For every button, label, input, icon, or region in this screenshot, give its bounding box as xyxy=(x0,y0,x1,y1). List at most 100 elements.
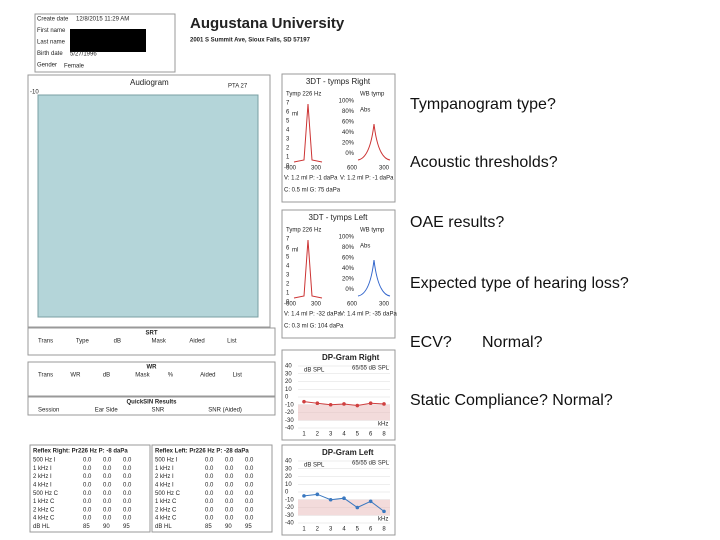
tick-label: 60% xyxy=(342,256,355,262)
tick-label: 4 xyxy=(286,128,290,134)
tick-label: 40 xyxy=(285,459,292,465)
label: Abs xyxy=(360,244,370,250)
column-header: Session xyxy=(38,408,59,414)
cell: 0.0 xyxy=(245,491,254,497)
row-label: 500 Hz I xyxy=(155,458,178,464)
cell: 0.0 xyxy=(103,491,112,497)
tick-label: 40% xyxy=(342,266,355,272)
panel xyxy=(281,349,396,441)
column-header: WR xyxy=(70,373,81,379)
label: V: 1.2 ml P: -1 daPa xyxy=(340,176,394,182)
column-header: List xyxy=(233,373,243,379)
cell: 0.0 xyxy=(103,516,112,522)
address: 2001 S Summit Ave, Sioux Falls, SD 57197 xyxy=(190,38,311,44)
tick-label: -40 xyxy=(285,426,294,432)
dp-point xyxy=(368,401,373,406)
cell: 0.0 xyxy=(83,507,92,513)
cell: 0.0 xyxy=(103,458,112,464)
tick-label: -40 xyxy=(285,521,294,527)
label: Tymp 226 Hz xyxy=(286,92,321,98)
tick-label: 6 xyxy=(286,246,290,252)
tick-label: 7 xyxy=(286,101,290,107)
cell: 0.0 xyxy=(205,458,214,464)
cell: 0.0 xyxy=(205,516,214,522)
cell: 0.0 xyxy=(205,507,214,513)
field-label: Birth date xyxy=(37,51,63,57)
row-label: 2 kHz C xyxy=(155,507,177,513)
dp-point xyxy=(315,492,320,497)
cell: 0.0 xyxy=(245,482,254,488)
cell: 0.0 xyxy=(103,499,112,505)
dp-point xyxy=(302,494,306,498)
column-header: List xyxy=(227,339,237,345)
column-header: SNR xyxy=(152,408,165,414)
cell: 0.0 xyxy=(225,482,234,488)
tick-label: 20 xyxy=(285,379,292,385)
row-label: 4 kHz I xyxy=(33,482,52,488)
x-tick-label: 6 xyxy=(369,527,373,533)
label: C: 0.5 ml G: 75 daPa xyxy=(284,188,341,194)
row-label: 4 kHz C xyxy=(155,516,177,522)
cell: 0.0 xyxy=(83,499,92,505)
dp-point xyxy=(315,401,320,406)
field-label: First name xyxy=(37,28,66,34)
tick-label: -30 xyxy=(285,513,294,519)
label: SRT xyxy=(146,331,158,337)
label: V: 1.4 ml P: -35 daPa xyxy=(340,312,397,318)
row-label: 4 kHz I xyxy=(155,482,174,488)
row-label: 500 Hz C xyxy=(155,491,181,497)
column-header: Trans xyxy=(38,373,53,379)
cell: 0.0 xyxy=(123,507,132,513)
question: Acoustic thresholds? xyxy=(410,154,558,171)
label: Reflex Right: Pr226 Hz P: -8 daPa xyxy=(33,449,128,455)
cell: 0.0 xyxy=(225,491,234,497)
tick-label: 10 xyxy=(285,387,292,393)
x-tick-label: 2 xyxy=(316,527,320,533)
tymp-curve xyxy=(293,103,323,163)
column-header: Mask xyxy=(135,373,150,379)
cell: 85 xyxy=(83,524,90,530)
x-tick-label: 8 xyxy=(382,527,386,533)
x-tick-label: 6 xyxy=(369,432,373,438)
cell: 0.0 xyxy=(123,466,132,472)
label: ml xyxy=(292,248,298,254)
column-header: SNR (Aided) xyxy=(208,408,242,414)
tick-label: 5 xyxy=(286,255,290,261)
tick-label: 30 xyxy=(285,371,292,377)
column-header: % xyxy=(168,373,174,379)
column-header: dB xyxy=(103,373,110,379)
tick-label: -600 xyxy=(284,302,297,308)
wb-curve xyxy=(357,259,391,297)
audiogram-title: Audiogram xyxy=(130,78,169,87)
cell: 0.0 xyxy=(205,474,214,480)
row-label: 500 Hz C xyxy=(33,491,59,497)
x-tick-label: 5 xyxy=(356,527,360,533)
label: WB tymp xyxy=(360,92,385,98)
cell: 0.0 xyxy=(245,499,254,505)
row-label: 1 kHz I xyxy=(155,466,174,472)
label: PTA 27 xyxy=(228,84,248,90)
cell: 0.0 xyxy=(205,491,214,497)
x-tick-label: 3 xyxy=(329,527,333,533)
cell: 0.0 xyxy=(225,466,234,472)
tick-label: 80% xyxy=(342,245,355,251)
cell: 0.0 xyxy=(83,516,92,522)
tick-label: 0% xyxy=(345,287,354,293)
x-tick-label: 4 xyxy=(342,527,346,533)
tick-label: 20 xyxy=(285,474,292,480)
x-tick-label: 2 xyxy=(316,432,320,438)
tick-label: 7 xyxy=(286,237,290,243)
cell: 90 xyxy=(225,524,232,530)
cell: 0.0 xyxy=(123,499,132,505)
cell: 0.0 xyxy=(205,499,214,505)
row-label: 2 kHz I xyxy=(155,474,174,480)
label: V: 1.2 ml P: -1 daPa xyxy=(284,176,338,182)
tick-label: -30 xyxy=(285,418,294,424)
cell: 0.0 xyxy=(123,458,132,464)
label: dB SPL xyxy=(304,368,325,374)
tick-label: 0 xyxy=(286,164,290,170)
label: V: 1.4 ml P: -32 daPa xyxy=(284,312,341,318)
dp-point xyxy=(382,402,386,406)
cell: 0.0 xyxy=(245,516,254,522)
